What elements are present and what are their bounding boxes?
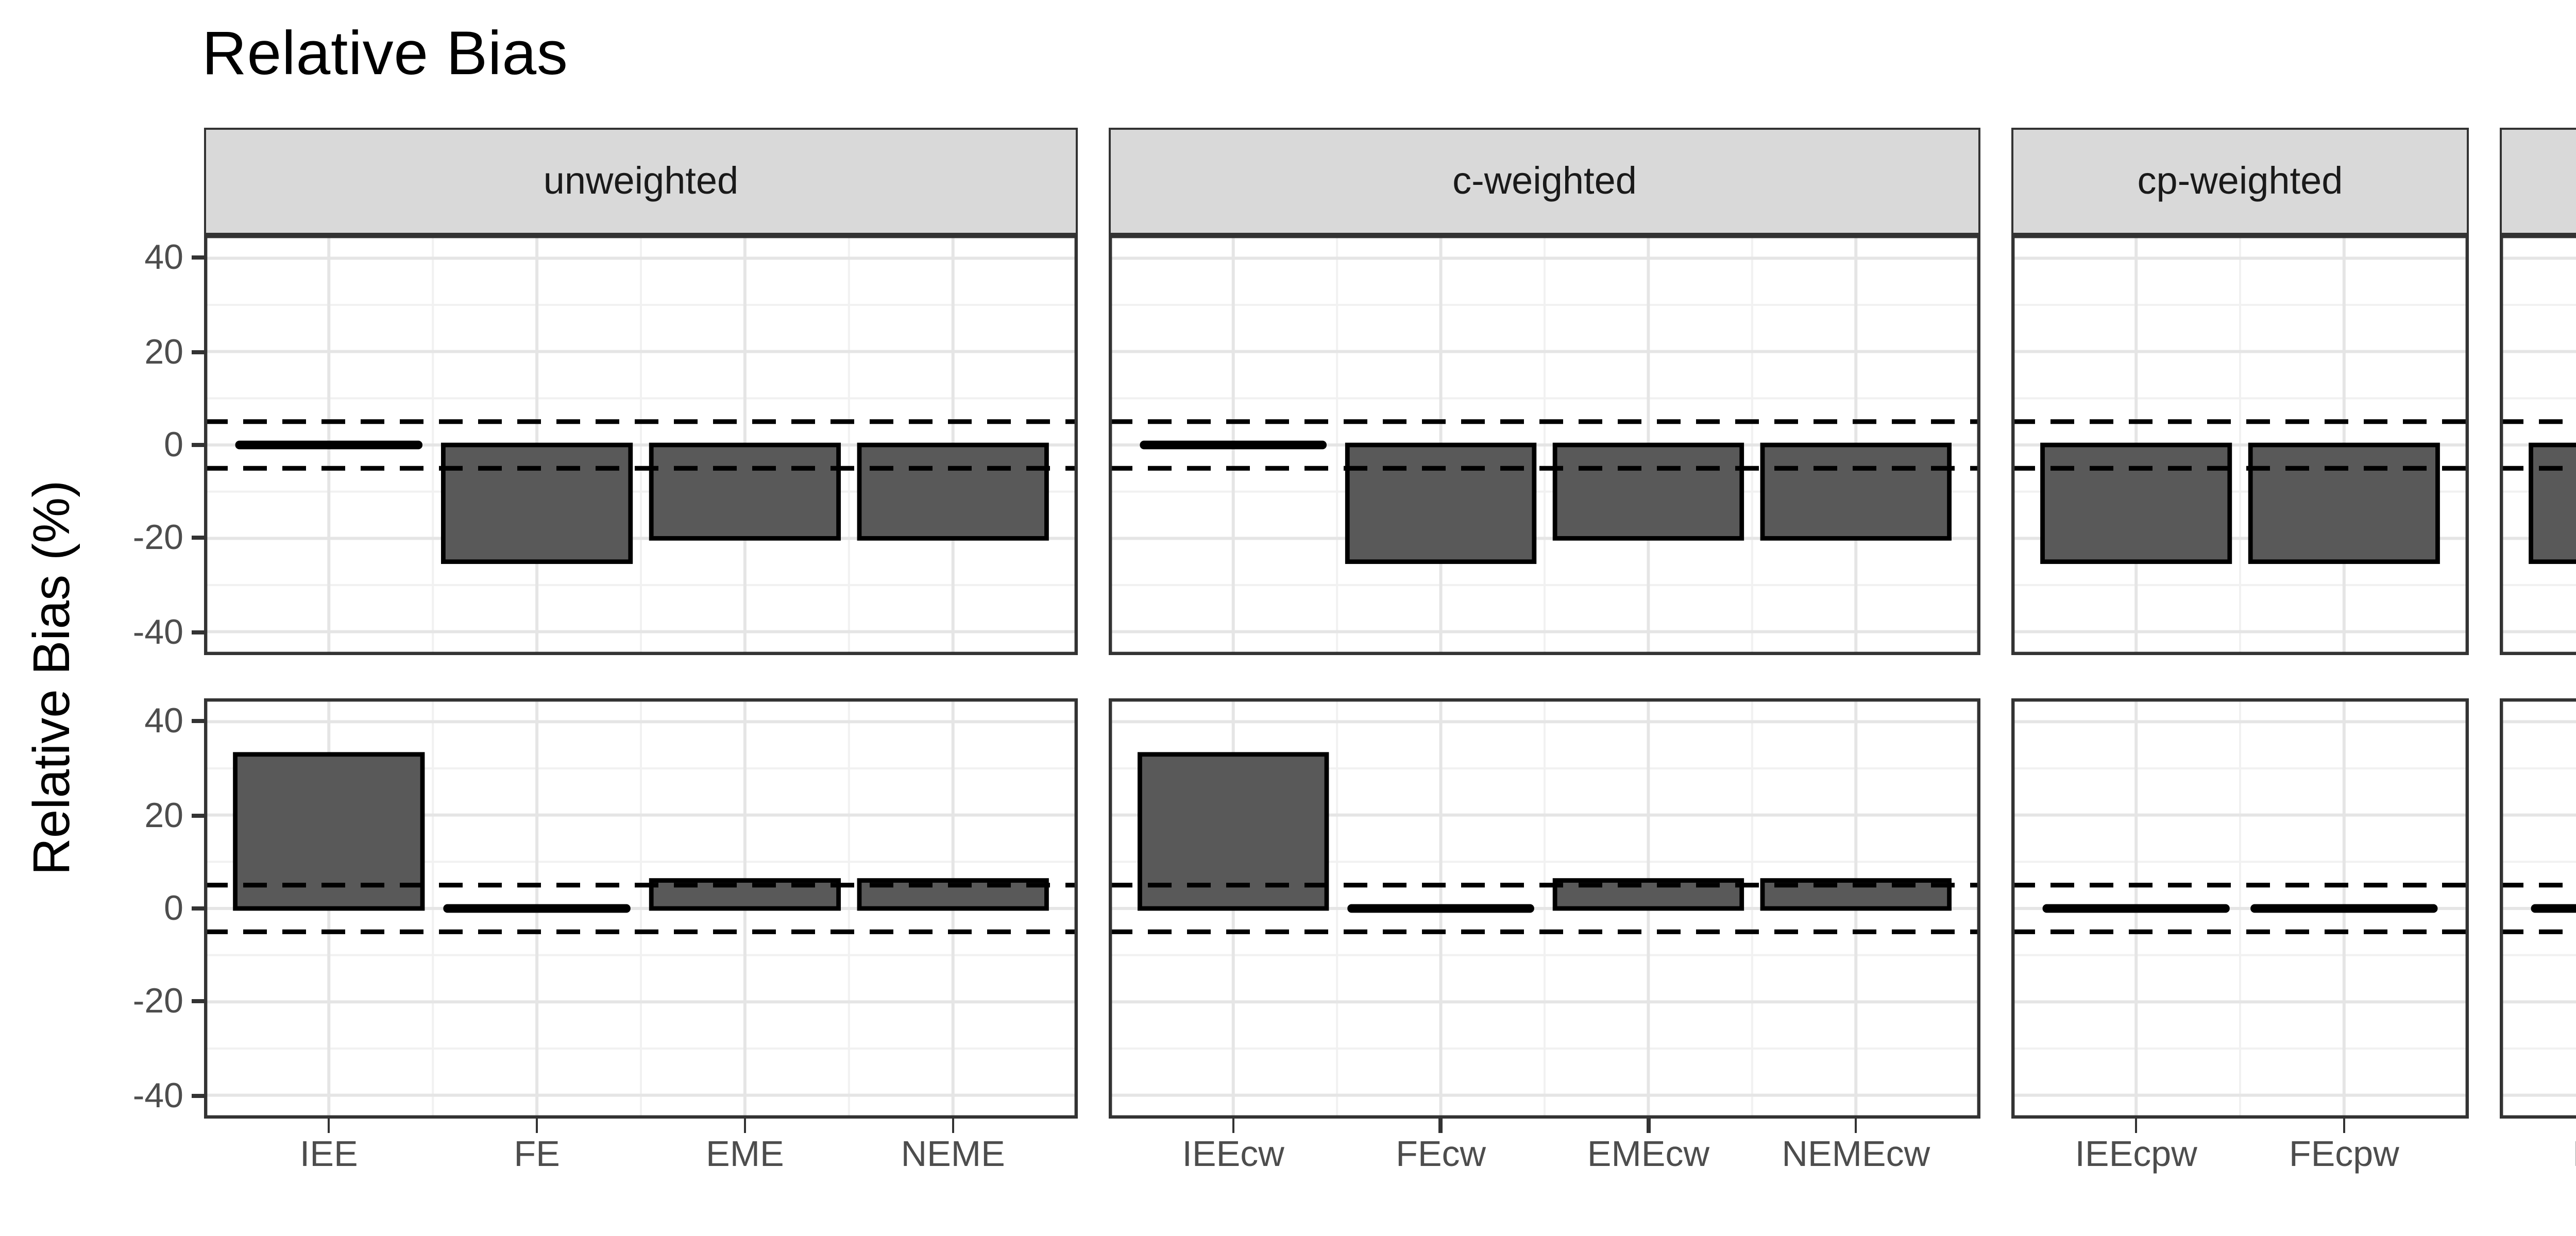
- bar-ieepw: [2529, 442, 2576, 564]
- panel-iate-cate-unweighted: [204, 235, 1078, 655]
- panel-cpate-pate-p-weighted: [2500, 698, 2576, 1119]
- y-tick-mark: [191, 630, 204, 634]
- panel-plot-area: [1109, 235, 1980, 655]
- panel-border: [2011, 235, 2469, 655]
- y-tick-mark: [191, 813, 204, 817]
- panel-border: [1109, 235, 1980, 655]
- panel-iate-cate-p-weighted: [2500, 235, 2576, 655]
- bar-eme: [649, 442, 841, 541]
- bar-ieecpw: [2040, 442, 2232, 564]
- panel-plot-area: [2011, 235, 2469, 655]
- bar-ieecpw: [2042, 904, 2230, 913]
- panel-plot-area: [204, 698, 1078, 1119]
- x-tick-label-iee: IEE: [299, 1133, 358, 1174]
- facet-strip-p-weighted: p-weighted: [2500, 128, 2576, 235]
- panel-border: [2011, 698, 2469, 1119]
- x-tick-mark: [1231, 1119, 1235, 1132]
- panel-iate-cate-c-weighted: [1109, 235, 1980, 655]
- x-tick-label-fe: FE: [514, 1133, 560, 1174]
- x-tick-label-ieecpw: IEEcpw: [2075, 1133, 2197, 1174]
- panel-plot-area: [2500, 235, 2576, 655]
- panel-border: [204, 698, 1078, 1119]
- bar-neme: [857, 442, 1049, 541]
- facet-strip-label: unweighted: [543, 159, 739, 202]
- panel-cpate-pate-unweighted: [204, 698, 1078, 1119]
- x-tick-label-fecpw: FEcpw: [2289, 1133, 2399, 1174]
- x-tick-mark: [951, 1119, 955, 1132]
- figure-title: Relative Bias: [202, 21, 568, 89]
- x-tick-label-eme: EME: [706, 1133, 784, 1174]
- x-tick-mark: [1854, 1119, 1858, 1132]
- x-tick-mark: [1646, 1119, 1650, 1132]
- y-tick-mark: [191, 536, 204, 540]
- y-tick-label: 0: [164, 889, 183, 928]
- facet-strip-label: cp-weighted: [2137, 159, 2343, 202]
- bar-fe: [443, 904, 631, 913]
- y-tick-mark: [191, 719, 204, 724]
- bar-fe: [440, 442, 633, 564]
- x-tick-label-neme: NEME: [901, 1133, 1005, 1174]
- y-tick-mark: [191, 906, 204, 911]
- bar-fecpw: [2250, 904, 2438, 913]
- x-tick-mark: [1438, 1119, 1443, 1132]
- y-tick-label: -20: [132, 982, 183, 1022]
- x-tick-label-fecw: FEcw: [1396, 1133, 1486, 1174]
- panel-border: [1109, 698, 1980, 1119]
- bar-emecw: [1552, 442, 1744, 541]
- bar-fecw: [1347, 904, 1534, 913]
- y-tick-label: -20: [132, 519, 183, 558]
- y-tick-mark: [191, 256, 204, 260]
- panel-iate-cate-cp-weighted: [2011, 235, 2469, 655]
- bar-ieepw: [2531, 904, 2576, 913]
- facet-strip-unweighted: unweighted: [204, 128, 1078, 235]
- y-tick-mark: [191, 443, 204, 447]
- panel-border: [204, 235, 1078, 655]
- panel-cpate-pate-c-weighted: [1109, 698, 1980, 1119]
- bar-nemecw: [1760, 442, 1952, 541]
- panel-plot-area: [1109, 698, 1980, 1119]
- bar-fecw: [1345, 442, 1537, 564]
- y-tick-label: -40: [132, 1075, 183, 1115]
- y-tick-mark: [191, 1093, 204, 1097]
- bar-fecpw: [2248, 442, 2440, 564]
- panel-plot-area: [2500, 698, 2576, 1119]
- x-tick-mark: [2342, 1119, 2346, 1132]
- y-tick-label: -40: [132, 612, 183, 651]
- y-tick-label: 20: [144, 332, 183, 371]
- y-tick-label: 0: [164, 425, 183, 465]
- x-tick-mark: [327, 1119, 331, 1132]
- panel-plot-area: [2011, 698, 2469, 1119]
- x-tick-label-ieepw: IEEpw: [2572, 1136, 2576, 1173]
- x-tick-label-ieecw: IEEcw: [1182, 1133, 1284, 1174]
- x-tick-mark: [535, 1119, 539, 1132]
- x-tick-label-nemecw: NEMEcw: [1782, 1133, 1930, 1174]
- facet-strip-cp-weighted: cp-weighted: [2011, 128, 2469, 235]
- panel-border: [2500, 698, 2576, 1119]
- panel-plot-area: [204, 235, 1078, 655]
- facet-strip-c-weighted: c-weighted: [1109, 128, 1980, 235]
- y-tick-label: 40: [144, 238, 183, 278]
- panel-border: [2500, 235, 2576, 655]
- x-tick-mark: [743, 1119, 747, 1132]
- x-tick-mark: [2134, 1119, 2138, 1132]
- y-tick-mark: [191, 350, 204, 354]
- bar-ieecw: [1140, 440, 1327, 450]
- x-tick-label-emecw: EMEcw: [1587, 1133, 1709, 1174]
- y-tick-label: 20: [144, 795, 183, 835]
- bar-iee: [235, 440, 422, 450]
- facet-strip-label: c-weighted: [1452, 159, 1637, 202]
- y-tick-label: 40: [144, 702, 183, 742]
- panel-cpate-pate-cp-weighted: [2011, 698, 2469, 1119]
- y-tick-mark: [191, 1000, 204, 1004]
